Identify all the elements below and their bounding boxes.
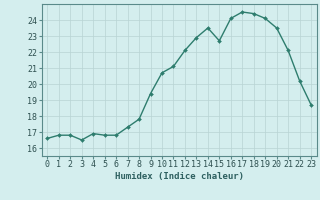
- X-axis label: Humidex (Indice chaleur): Humidex (Indice chaleur): [115, 172, 244, 181]
